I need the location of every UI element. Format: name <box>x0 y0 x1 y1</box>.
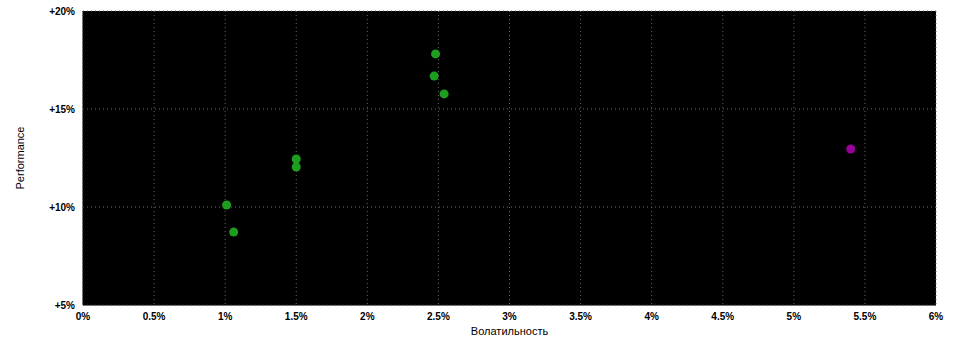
svg-text:Волатильность: Волатильность <box>471 325 549 337</box>
svg-text:1.5%: 1.5% <box>285 311 308 322</box>
svg-text:+5%: +5% <box>55 300 75 311</box>
svg-text:+15%: +15% <box>49 104 75 115</box>
svg-text:3.5%: 3.5% <box>569 311 592 322</box>
svg-text:+10%: +10% <box>49 202 75 213</box>
svg-text:+20%: +20% <box>49 6 75 17</box>
svg-text:4.5%: 4.5% <box>711 311 734 322</box>
svg-text:Performance: Performance <box>14 127 26 190</box>
svg-text:3%: 3% <box>502 311 517 322</box>
svg-text:2%: 2% <box>360 311 375 322</box>
svg-text:1%: 1% <box>218 311 233 322</box>
svg-text:2.5%: 2.5% <box>427 311 450 322</box>
svg-text:0.5%: 0.5% <box>143 311 166 322</box>
svg-text:6%: 6% <box>929 311 944 322</box>
svg-text:5%: 5% <box>787 311 802 322</box>
svg-text:0%: 0% <box>76 311 91 322</box>
svg-text:4%: 4% <box>644 311 659 322</box>
svg-text:5.5%: 5.5% <box>854 311 877 322</box>
